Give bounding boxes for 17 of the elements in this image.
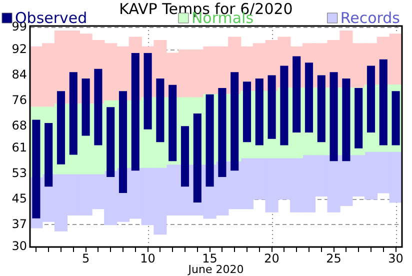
y-tick-label: 30 — [12, 239, 27, 254]
x-tick-label: 20 — [264, 251, 280, 266]
x-tick-label: 30 — [388, 251, 404, 266]
legend-label: Records — [340, 9, 400, 27]
y-tick-label: 76 — [12, 92, 27, 107]
y-tick-label: 68 — [12, 118, 27, 132]
y-tick-label: 53 — [12, 166, 27, 180]
y-tick-label: 92 — [12, 42, 27, 56]
y-tick-label: 45 — [12, 191, 27, 206]
y-tick-label: 61 — [12, 140, 27, 155]
y-tick-label: 84 — [12, 67, 27, 82]
x-tick-label: 10 — [140, 251, 156, 266]
x-tick-label: 25 — [326, 251, 342, 266]
x-tick-label: 15 — [202, 251, 218, 266]
x-axis-title: June 2020 — [187, 263, 244, 276]
x-tick-label: 5 — [82, 251, 90, 266]
y-tick-label: 37 — [12, 216, 27, 231]
